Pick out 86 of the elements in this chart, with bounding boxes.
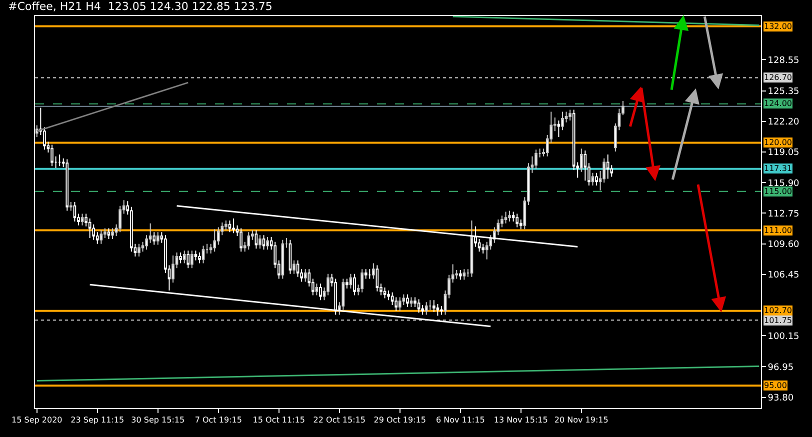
candlestick [66,158,69,212]
y-tick-label: 122.20 [768,118,800,128]
candlestick [100,230,103,244]
candlestick [595,172,598,186]
candlestick [213,228,216,252]
candlestick [80,213,84,226]
candlestick [360,268,364,293]
ref-line-label: 95.00 [764,381,787,390]
ref-line-label: 132.00 [764,22,792,31]
candlestick [138,243,140,257]
candlestick [432,300,436,312]
candlestick [240,228,242,252]
y-tick-label: 112.75 [768,209,800,220]
x-tick-label: 30 Sep 15:15 [131,416,185,425]
ref-line-label: 115.00 [764,187,792,196]
candlestick [304,268,307,282]
y-tick-label: 125.35 [768,86,800,97]
candlestick [584,150,587,182]
candlestick [398,296,402,312]
candlestick [224,220,228,231]
y-tick-label: 109.60 [768,240,800,250]
candlestick [182,250,186,264]
candlestick [406,294,409,308]
candlestick [319,283,322,301]
x-tick-label: 29 Oct 19:15 [374,416,426,425]
candlestick [262,234,266,250]
candlestick [296,260,300,278]
candlestick [326,273,330,296]
candlestick [288,239,292,274]
candlestick [376,264,379,292]
ref-line-label: 111.00 [764,226,792,235]
x-tick-label: 20 Nov 19:15 [554,416,608,425]
candlestick [534,149,538,170]
candlestick [387,290,390,301]
x-tick-label: 13 Nov 15:15 [494,416,548,425]
candlestick [606,154,610,180]
x-tick-label: 15 Sep 2020 [12,416,62,425]
chart-title: #Coffee, H21 H4 123.05 124.30 122.85 123.75 [8,0,272,13]
candlestick [394,296,398,312]
ref-line-label: 124.00 [764,99,792,108]
y-tick-label: 93.80 [768,393,794,404]
candlestick [315,283,318,296]
x-tick-label: 22 Oct 15:15 [313,416,366,425]
ref-line-label: 120.00 [764,138,792,147]
candlestick [179,252,182,264]
candlestick [428,300,432,310]
y-tick-label: 96.95 [768,362,794,373]
candlestick [247,232,250,250]
candlestick [410,296,413,308]
candlestick [232,218,235,234]
candlestick [107,228,110,240]
candlestick [202,245,205,264]
ref-line-label: 102.70 [764,306,792,315]
candlestick [462,268,466,280]
y-tick-label: 119.05 [768,148,800,158]
ref-line-label: 126.70 [764,73,792,82]
x-tick-label: 7 Oct 19:15 [194,416,242,425]
x-tick-label: 6 Nov 11:15 [436,416,485,425]
candlestick [281,239,284,280]
candlestick [458,270,462,280]
x-tick-label: 23 Sep 11:15 [70,416,124,425]
candlestick [516,213,519,228]
candlestick [508,210,511,222]
candlestick [50,144,54,167]
candlestick [504,211,508,224]
y-tick-label: 128.55 [768,56,800,66]
y-tick-label: 115.90 [768,178,800,189]
candlestick [353,273,356,296]
candlestick [436,304,440,316]
candlestick [424,302,428,316]
candlestick [111,228,114,240]
candlestick [383,287,386,299]
candlestick [58,154,61,167]
candlestick [254,230,258,250]
candlestick [190,250,194,269]
y-tick-label: 106.45 [768,270,800,281]
candlestick [156,232,160,246]
x-tick-label: 15 Oct 11:15 [252,416,305,425]
candlestick [73,202,76,222]
candlestick [417,298,420,314]
ref-line-label: 117.31 [764,164,792,173]
candlestick [266,236,269,250]
candlestick [228,220,232,233]
ref-line-label: 101.75 [764,316,792,325]
y-tick-label: 100.15 [768,332,800,342]
candlestick [186,250,190,269]
